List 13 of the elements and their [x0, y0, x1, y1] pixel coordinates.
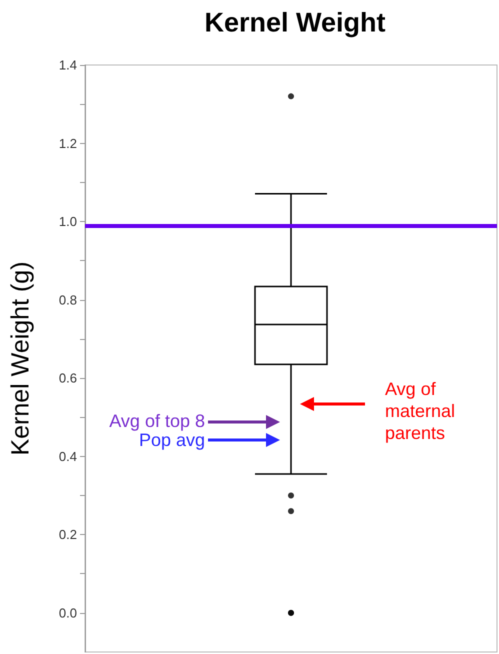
- chart-title: Kernel Weight: [204, 8, 386, 38]
- y-tick-label: 1.2: [58, 136, 77, 151]
- y-tick-label: 1.4: [58, 58, 77, 72]
- y-tick-label: 0.0: [58, 605, 77, 620]
- annotation: Avg of maternal parents: [385, 378, 456, 444]
- y-tick-label: 1.0: [58, 214, 77, 230]
- annotation: Pop avg: [138, 430, 205, 451]
- y-tick-label: 0.8: [58, 292, 77, 308]
- y-tick-label: 0.4: [58, 448, 77, 464]
- y-tick-label: 0.6: [58, 370, 77, 386]
- y-tick-label: 0.2: [58, 527, 77, 542]
- y-axis-title: Kernel Weight (g): [6, 261, 34, 456]
- annotation: Avg of top 8: [108, 410, 205, 432]
